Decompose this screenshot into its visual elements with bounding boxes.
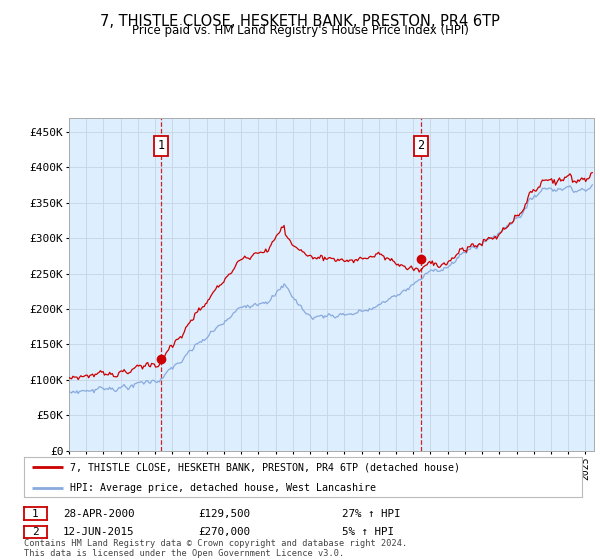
Text: 7, THISTLE CLOSE, HESKETH BANK, PRESTON, PR4 6TP: 7, THISTLE CLOSE, HESKETH BANK, PRESTON,…: [100, 14, 500, 29]
Text: 28-APR-2000: 28-APR-2000: [63, 508, 134, 519]
Text: £270,000: £270,000: [198, 527, 250, 537]
Text: 5% ↑ HPI: 5% ↑ HPI: [342, 527, 394, 537]
Text: 27% ↑ HPI: 27% ↑ HPI: [342, 508, 401, 519]
Text: £129,500: £129,500: [198, 508, 250, 519]
Text: 2: 2: [32, 527, 39, 537]
Text: 1: 1: [157, 139, 164, 152]
Text: HPI: Average price, detached house, West Lancashire: HPI: Average price, detached house, West…: [70, 483, 376, 493]
Text: 1: 1: [32, 508, 39, 519]
Text: 7, THISTLE CLOSE, HESKETH BANK, PRESTON, PR4 6TP (detached house): 7, THISTLE CLOSE, HESKETH BANK, PRESTON,…: [70, 462, 460, 472]
Text: 2: 2: [418, 139, 425, 152]
Text: 12-JUN-2015: 12-JUN-2015: [63, 527, 134, 537]
Text: Price paid vs. HM Land Registry's House Price Index (HPI): Price paid vs. HM Land Registry's House …: [131, 24, 469, 37]
Text: Contains HM Land Registry data © Crown copyright and database right 2024.
This d: Contains HM Land Registry data © Crown c…: [24, 539, 407, 558]
